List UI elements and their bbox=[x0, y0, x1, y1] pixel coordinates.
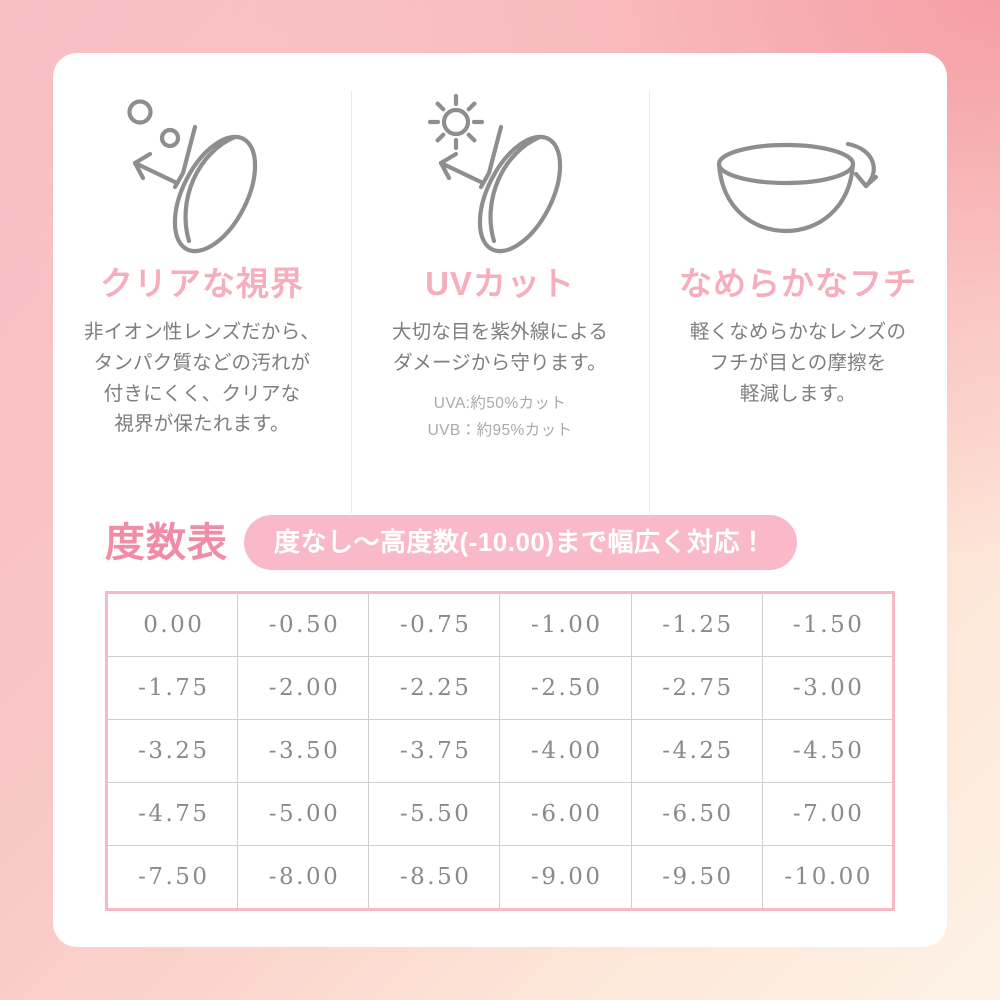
power-value-cell: 0.00 bbox=[105, 592, 239, 657]
power-value-cell: -4.50 bbox=[761, 719, 895, 783]
power-value-cell: -5.00 bbox=[237, 782, 370, 846]
power-value-cell: -4.25 bbox=[630, 719, 763, 783]
power-value-cell: -6.00 bbox=[499, 782, 632, 846]
power-table-title: 度数表 bbox=[105, 520, 228, 565]
power-value-cell: -9.50 bbox=[630, 845, 763, 910]
feature-smooth-edge: なめらかなフチ 軽くなめらかなレンズの フチが目との摩擦を 軽減します。 bbox=[649, 83, 947, 513]
feature-note-uva: UVA:約50%カット bbox=[433, 394, 567, 412]
lens-blocks-uv-sun-icon bbox=[415, 83, 585, 263]
feature-description: 軽くなめらかなレンズの フチが目との摩擦を 軽減します。 bbox=[689, 321, 907, 405]
power-value-cell: -10.00 bbox=[761, 845, 895, 910]
power-value-cell: -9.00 bbox=[499, 845, 632, 910]
feature-clear-vision: クリアな視界 非イオン性レンズだから、 タンパク質などの汚れが 付きにくく、クリアな… bbox=[53, 83, 351, 513]
lens-repels-dirt-icon bbox=[117, 83, 287, 263]
power-value-cell: -3.00 bbox=[761, 656, 895, 720]
power-value-cell: -4.00 bbox=[499, 719, 632, 783]
content-card: クリアな視界 非イオン性レンズだから、 タンパク質などの汚れが 付きにくく、クリアな… bbox=[53, 53, 947, 947]
power-value-cell: -2.25 bbox=[368, 656, 501, 720]
features-row: クリアな視界 非イオン性レンズだから、 タンパク質などの汚れが 付きにくく、クリアな… bbox=[53, 83, 947, 513]
power-table-row: -4.75 -5.00 -5.50 -6.00 -6.50 -7.00 bbox=[105, 782, 895, 846]
feature-title: クリアな視界 bbox=[100, 265, 304, 302]
power-value-cell: -3.25 bbox=[105, 719, 239, 783]
power-table-row: 0.00 -0.50 -0.75 -1.00 -1.25 -1.50 bbox=[105, 592, 895, 657]
power-value-cell: -1.25 bbox=[630, 592, 763, 657]
power-value-cell: -7.00 bbox=[761, 782, 895, 846]
power-table-section: 度数表 度なし〜高度数(-10.00)まで幅広く対応！ 0.00 -0.50 -0.… bbox=[53, 515, 947, 911]
power-value-cell: -8.00 bbox=[237, 845, 370, 910]
power-value-cell: -7.50 bbox=[105, 845, 239, 910]
power-range-badge: 度なし〜高度数(-10.00)まで幅広く対応！ bbox=[244, 515, 797, 570]
power-value-cell: -6.50 bbox=[630, 782, 763, 846]
feature-title: UVカット bbox=[425, 265, 575, 302]
feature-description: 大切な目を紫外線による ダメージから守ります。 bbox=[391, 321, 609, 374]
power-table: 0.00 -0.50 -0.75 -1.00 -1.25 -1.50 -1.75 -2.00-… bbox=[105, 591, 895, 911]
feature-note-uvb: UVB：約95%カット bbox=[427, 421, 573, 439]
feature-uv-cut: UVカット 大切な目を紫外線による ダメージから守ります。 UVA:約50%カット… bbox=[351, 83, 649, 513]
power-value-cell: -5.50 bbox=[368, 782, 501, 846]
power-value-cell: -0.50 bbox=[237, 592, 370, 657]
power-value-cell: -3.75 bbox=[368, 719, 501, 783]
power-value-cell: -2.00 bbox=[237, 656, 370, 720]
smooth-lens-edge-icon bbox=[706, 83, 891, 263]
power-value-cell: -2.50 bbox=[499, 656, 632, 720]
feature-title: なめらかなフチ bbox=[679, 265, 917, 302]
power-value-cell: -1.50 bbox=[761, 592, 895, 657]
power-table-body: 0.00 -0.50 -0.75 -1.00 -1.25 -1.50 -1.75 -2.00-… bbox=[105, 592, 895, 910]
power-table-row: -1.75 -2.00 -2.25 -2.50 -2.75 -3.00 bbox=[105, 656, 895, 720]
power-table-row: -7.50 -8.00 -8.50 -9.00 -9.50 -10.00 bbox=[105, 845, 895, 910]
power-value-cell: -2.75 bbox=[630, 656, 763, 720]
power-value-cell: -8.50 bbox=[368, 845, 501, 910]
power-table-header: 度数表 度なし〜高度数(-10.00)まで幅広く対応！ bbox=[53, 515, 947, 570]
power-table-row: -3.25 -3.50 -3.75 -4.00 -4.25 -4.50 bbox=[105, 719, 895, 783]
power-value-cell: -1.75 bbox=[105, 656, 239, 720]
power-value-cell: -1.00 bbox=[499, 592, 632, 657]
feature-description: 非イオン性レンズだから、 タンパク質などの汚れが 付きにくく、クリアな 視界が保たれま… bbox=[83, 321, 320, 436]
power-value-cell: -0.75 bbox=[368, 592, 501, 657]
power-value-cell: -3.50 bbox=[237, 719, 370, 783]
power-value-cell: -4.75 bbox=[105, 782, 239, 846]
